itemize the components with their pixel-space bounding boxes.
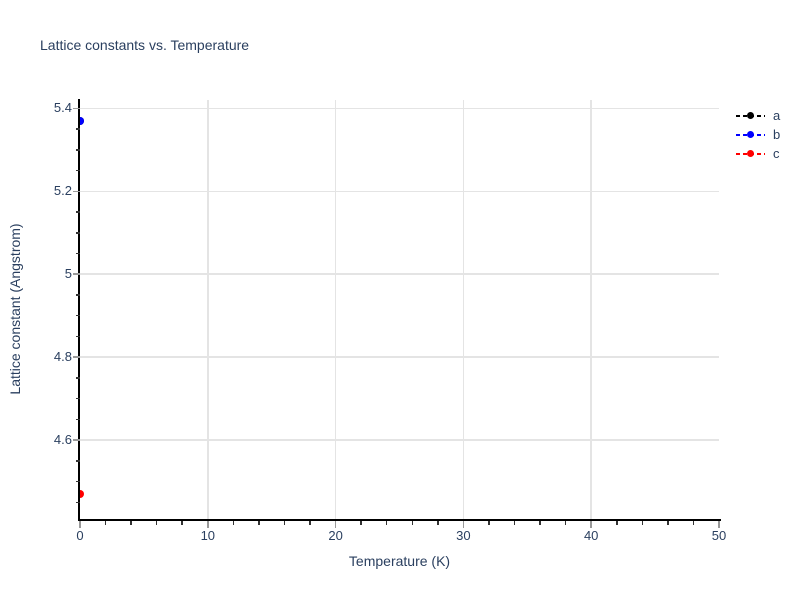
y-tick-label: 5.4 (53, 100, 72, 116)
x-minor-tick (155, 521, 158, 525)
x-minor-tick (488, 521, 490, 525)
h-gridline (80, 273, 719, 275)
y-minor-tick (76, 232, 80, 234)
x-minor-tick (539, 521, 541, 525)
y-minor-tick (76, 335, 80, 338)
y-minor-tick (76, 418, 80, 421)
x-minor-tick (181, 521, 183, 525)
y-axis-title: Lattice constant (Angstrom) (7, 223, 23, 395)
y-minor-tick (76, 294, 80, 296)
y-minor-tick (76, 397, 80, 400)
v-gridline (590, 100, 592, 519)
plot-area (80, 100, 719, 519)
x-minor-tick (385, 521, 388, 525)
legend-sample (736, 150, 765, 158)
legend-sample (736, 112, 765, 120)
y-tick-label: 5 (64, 266, 72, 282)
x-axis-title: Temperature (K) (348, 553, 451, 569)
data-point-b (80, 116, 84, 125)
y-minor-tick (76, 501, 80, 504)
y-major-tick (73, 190, 80, 193)
x-major-tick (462, 521, 465, 528)
y-major-tick (73, 273, 80, 275)
chart-title: Lattice constants vs. Temperature (40, 37, 250, 53)
x-tick-label: 50 (711, 528, 727, 543)
data-point-c (80, 490, 84, 499)
x-minor-tick (104, 521, 107, 525)
x-minor-tick (692, 521, 695, 525)
legend-item-c: c (736, 144, 780, 163)
x-minor-tick (437, 521, 439, 525)
x-minor-tick (258, 521, 260, 525)
y-major-tick (73, 107, 80, 110)
x-minor-tick (564, 521, 567, 525)
x-tick-label: 20 (328, 528, 343, 543)
v-gridline (334, 100, 337, 519)
y-minor-tick (76, 480, 80, 483)
x-major-tick (207, 521, 209, 528)
x-tick-label: 30 (456, 528, 471, 543)
x-tick-label: 40 (583, 528, 599, 543)
legend-label: a (773, 107, 781, 123)
y-minor-tick (76, 377, 80, 379)
h-gridline (80, 190, 719, 193)
x-tick-label: 0 (76, 528, 84, 543)
x-minor-tick (411, 521, 414, 525)
legend-item-b: b (736, 125, 780, 144)
x-major-tick (718, 521, 720, 528)
v-gridline (207, 100, 209, 519)
x-minor-tick (616, 521, 618, 525)
y-tick-label: 4.8 (53, 349, 72, 365)
x-minor-tick (667, 521, 669, 525)
y-minor-tick (76, 460, 80, 462)
x-tick-label: 10 (200, 528, 216, 543)
y-minor-tick (76, 169, 80, 172)
y-minor-tick (76, 252, 80, 255)
y-minor-tick (76, 211, 80, 213)
h-gridline (80, 356, 719, 358)
legend-label: c (773, 145, 780, 161)
legend-marker-dot (747, 131, 754, 138)
x-minor-tick (309, 521, 311, 525)
legend-marker-dot (747, 112, 754, 119)
x-major-tick (590, 521, 592, 528)
x-major-tick (334, 521, 337, 528)
v-gridline (462, 100, 465, 519)
x-minor-tick (232, 521, 235, 525)
y-minor-tick (76, 314, 80, 317)
y-minor-tick (76, 149, 80, 151)
x-minor-tick (641, 521, 644, 525)
legend-item-a: a (736, 106, 780, 125)
y-major-tick (73, 439, 80, 441)
h-gridline (80, 439, 719, 441)
x-minor-tick (283, 521, 286, 525)
x-minor-tick (130, 521, 132, 525)
y-tick-label: 4.6 (53, 432, 72, 448)
x-minor-tick (513, 521, 516, 525)
legend-label: b (773, 126, 781, 142)
y-minor-tick (76, 128, 80, 130)
h-gridline (80, 107, 719, 110)
x-axis-spine (78, 519, 721, 521)
x-minor-tick (360, 521, 362, 525)
y-major-tick (73, 356, 80, 358)
y-tick-label: 5.2 (53, 183, 72, 199)
legend-sample (736, 131, 765, 139)
x-major-tick (79, 521, 81, 528)
legend-marker-dot (747, 150, 754, 157)
y-axis-spine (78, 99, 80, 521)
